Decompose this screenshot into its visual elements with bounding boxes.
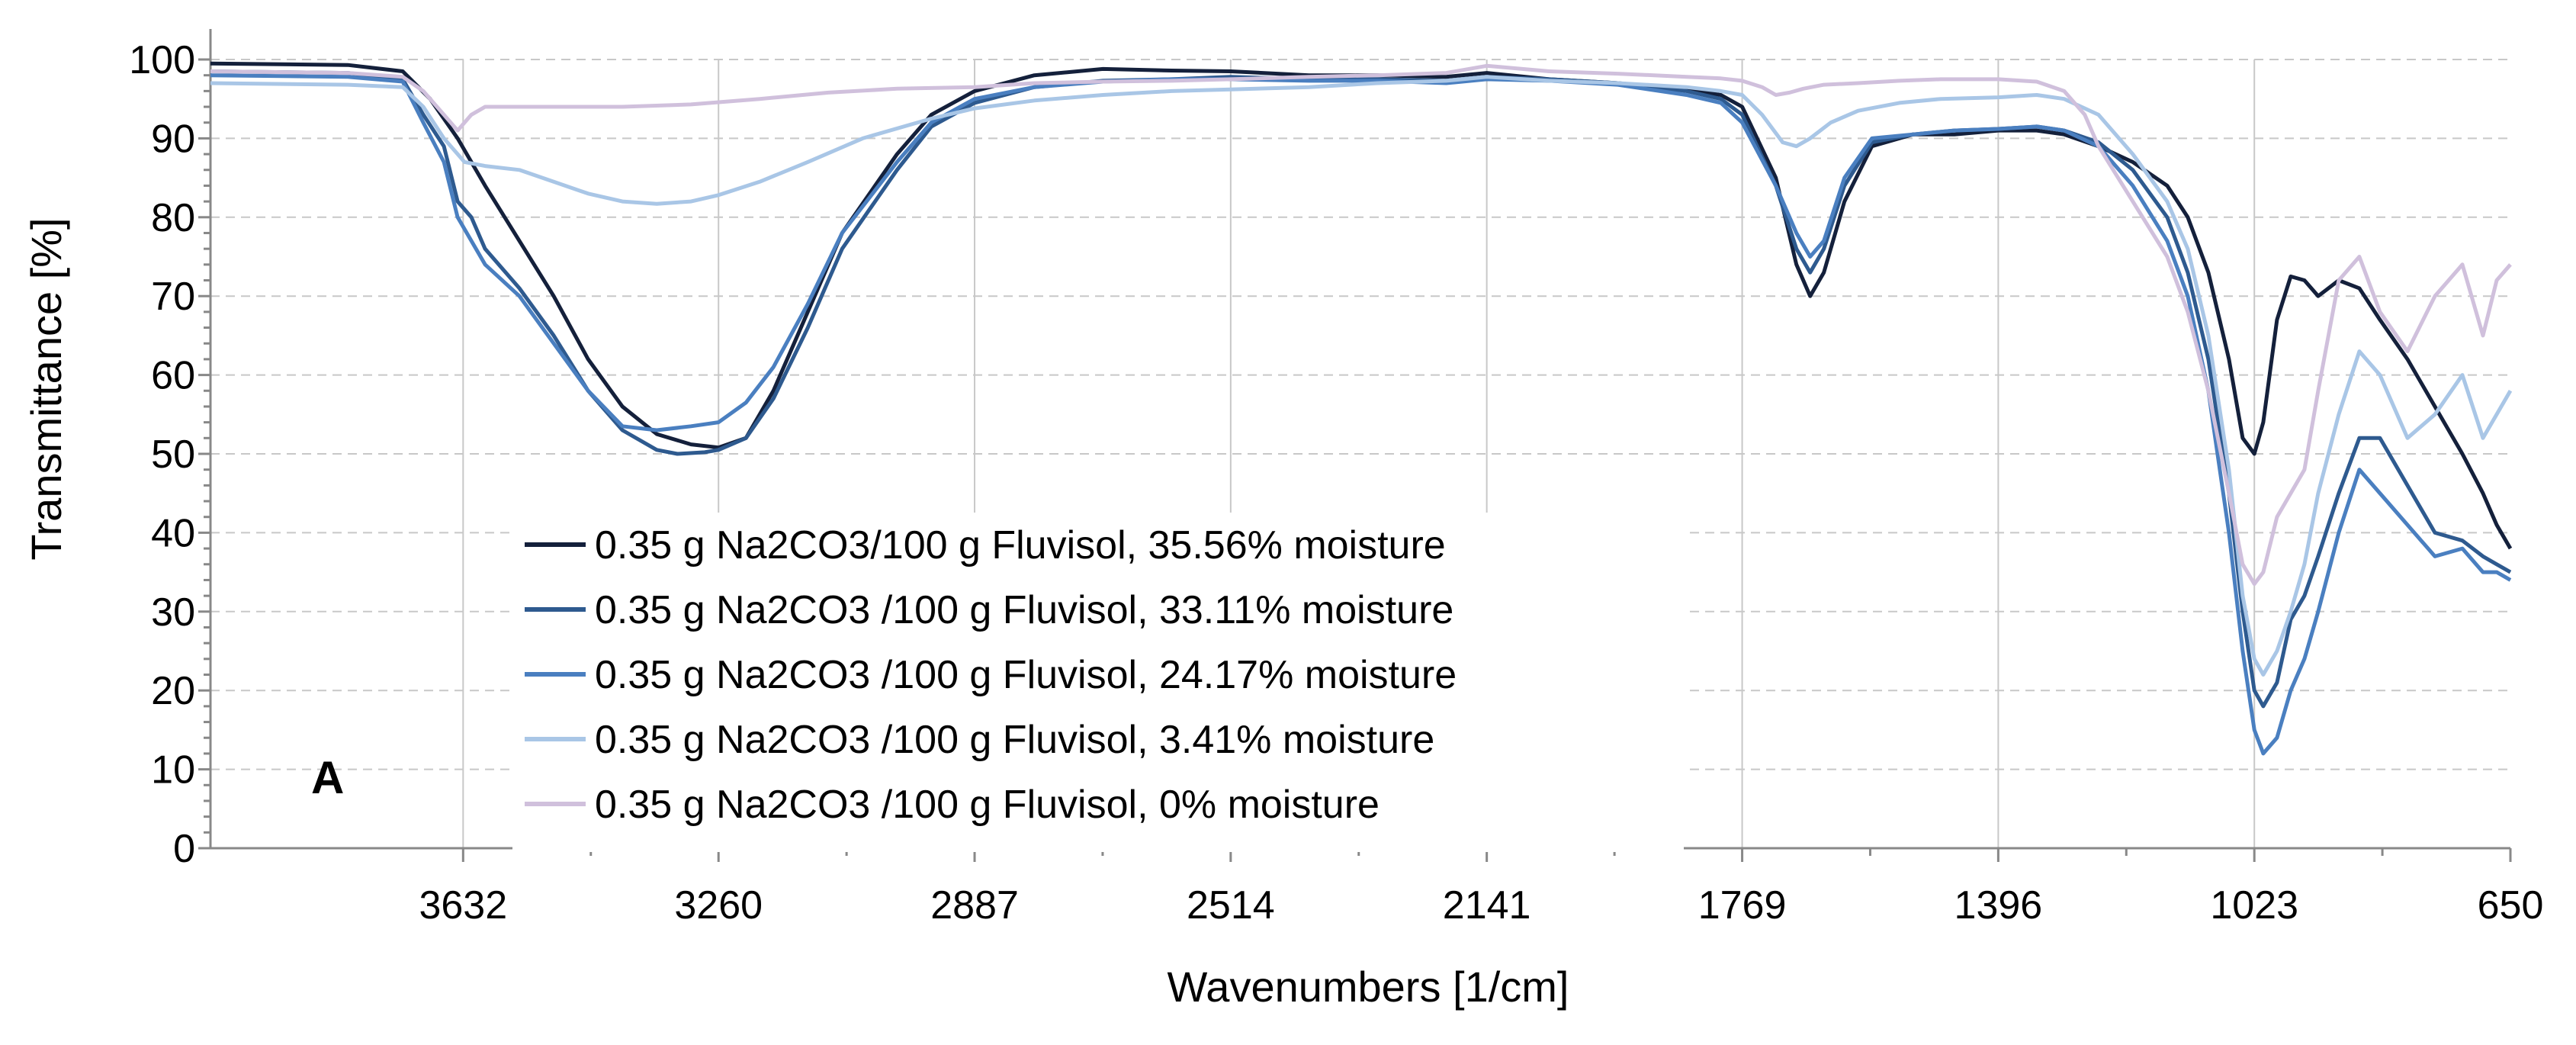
y-tick-label: 70 [151,275,195,319]
x-tick-label: 2887 [930,883,1019,928]
series-line-5 [210,63,2512,587]
legend: 0.35 g Na2CO3/100 g Fluvisol, 35.56% moi… [512,513,1684,852]
y-axis-title: Transmittance [%] [22,217,70,560]
y-tick-label: 60 [151,354,195,398]
y-tick-label: 0 [173,827,195,871]
y-tick-label: 100 [129,38,195,82]
y-tick-label: 10 [151,748,195,793]
x-tick-label: 1023 [2210,883,2298,928]
series-line-2 [210,69,2512,709]
y-tick-label: 30 [151,590,195,635]
series-line-3 [210,73,2512,756]
x-tick-label: 1396 [1954,883,2043,928]
legend-entry: 0.35 g Na2CO3 /100 g Fluvisol, 0% moistu… [595,783,1380,827]
panel-label: A [311,752,344,803]
x-tick-label: 650 [2478,883,2544,928]
y-tick-label: 50 [151,432,195,477]
y-tick-label: 80 [151,196,195,240]
series-line-4 [210,75,2513,677]
legend-entry: 0.35 g Na2CO3 /100 g Fluvisol, 24.17% mo… [595,653,1457,697]
y-tick-label: 90 [151,117,195,161]
x-tick-label: 2514 [1187,883,1275,928]
x-axis-title: Wavenumbers [1/cm] [1168,963,1569,1011]
x-tick-label: 3260 [674,883,763,928]
x-tick-label: 2141 [1443,883,1531,928]
legend-entry: 0.35 g Na2CO3 /100 g Fluvisol, 33.11% mo… [595,588,1453,632]
series-line-1 [210,61,2513,550]
y-tick-label: 20 [151,669,195,713]
x-tick-label: 3632 [419,883,507,928]
legend-entry: 0.35 g Na2CO3 /100 g Fluvisol, 3.41% moi… [595,718,1434,762]
x-tick-label: 1769 [1698,883,1787,928]
y-tick-label: 40 [151,511,195,555]
series-lines [210,61,2513,756]
legend-entry: 0.35 g Na2CO3/100 g Fluvisol, 35.56% moi… [595,523,1446,568]
legend-background [512,513,1684,852]
